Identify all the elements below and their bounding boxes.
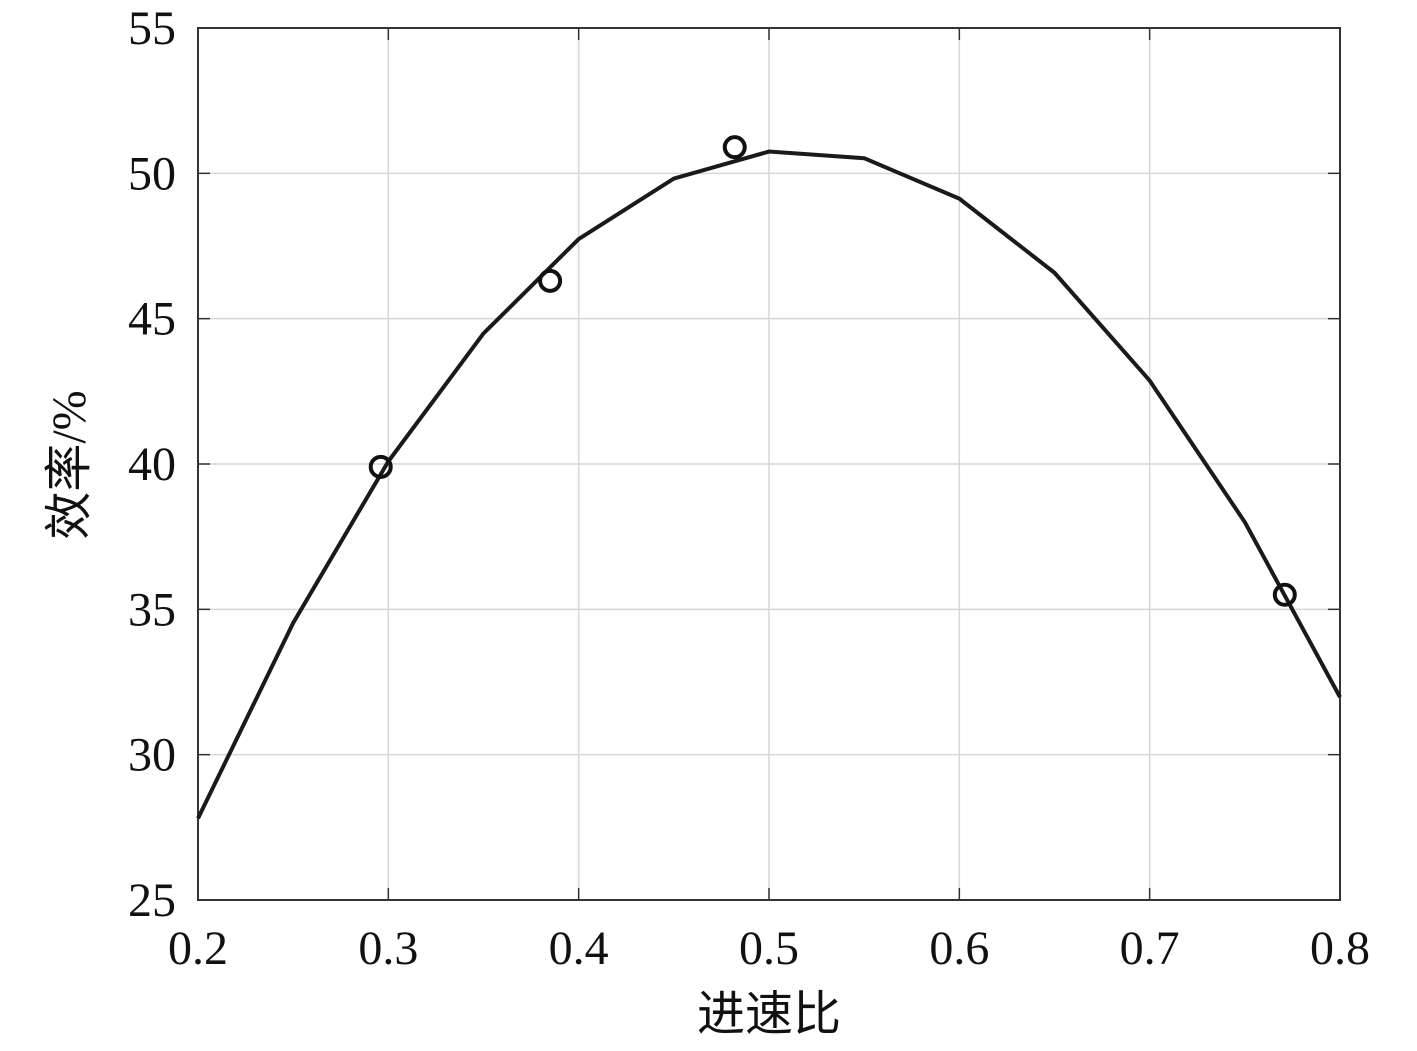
x-tick-label: 0.3 — [358, 922, 418, 975]
x-tick-label: 0.6 — [929, 922, 989, 975]
y-tick-label: 50 — [128, 147, 176, 200]
y-tick-label: 35 — [128, 583, 176, 636]
x-tick-label: 0.7 — [1120, 922, 1180, 975]
y-tick-label: 55 — [128, 2, 176, 55]
data-point — [368, 454, 393, 479]
y-tick-label: 30 — [128, 729, 176, 782]
data-point — [538, 268, 563, 293]
x-tick-label: 0.4 — [549, 922, 609, 975]
y-axis-label: 效率/% — [43, 390, 96, 539]
x-tick-label: 0.2 — [168, 922, 228, 975]
x-tick-label: 0.8 — [1310, 922, 1370, 975]
y-tick-label: 40 — [128, 438, 176, 491]
x-axis-label: 进速比 — [697, 988, 841, 1041]
y-tick-label: 45 — [128, 293, 176, 346]
plot-frame — [197, 27, 1341, 901]
data-point — [722, 135, 747, 160]
y-tick-label: 25 — [128, 874, 176, 927]
data-point — [1272, 582, 1297, 607]
x-tick-label: 0.5 — [739, 922, 799, 975]
